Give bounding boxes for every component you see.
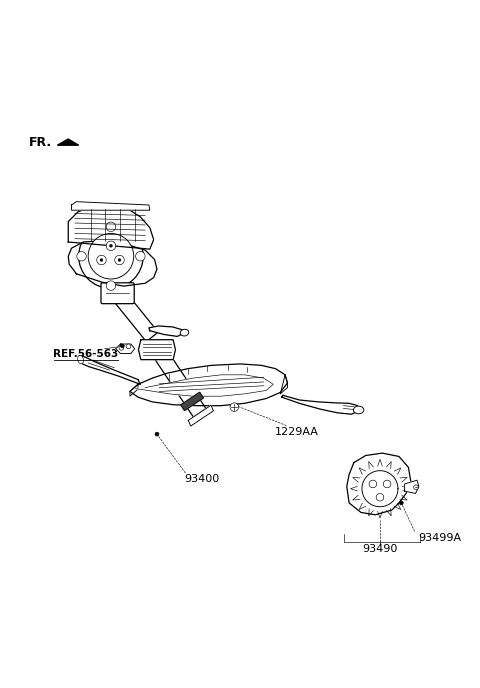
Polygon shape	[280, 375, 288, 394]
Polygon shape	[149, 326, 184, 336]
Polygon shape	[72, 202, 150, 211]
Text: 93490: 93490	[362, 544, 397, 554]
Circle shape	[136, 252, 145, 261]
Ellipse shape	[180, 330, 189, 336]
Circle shape	[399, 501, 403, 505]
Polygon shape	[347, 453, 411, 515]
Polygon shape	[138, 340, 176, 360]
Circle shape	[109, 244, 112, 247]
Circle shape	[79, 224, 143, 288]
Polygon shape	[136, 375, 273, 396]
Polygon shape	[57, 139, 79, 145]
Polygon shape	[130, 385, 138, 396]
Circle shape	[118, 259, 121, 261]
Text: 93499A: 93499A	[418, 533, 461, 543]
Circle shape	[230, 403, 239, 411]
Circle shape	[106, 222, 116, 232]
Circle shape	[369, 480, 377, 488]
Polygon shape	[130, 364, 288, 406]
Polygon shape	[180, 392, 204, 411]
Circle shape	[126, 344, 131, 349]
Ellipse shape	[353, 406, 364, 413]
Polygon shape	[68, 204, 154, 249]
FancyBboxPatch shape	[101, 283, 134, 303]
Circle shape	[234, 404, 238, 407]
Circle shape	[106, 281, 116, 290]
Circle shape	[414, 485, 419, 490]
Polygon shape	[80, 356, 140, 385]
Circle shape	[100, 259, 103, 261]
Circle shape	[155, 432, 159, 436]
Polygon shape	[116, 344, 135, 354]
Polygon shape	[282, 395, 360, 414]
Polygon shape	[405, 480, 419, 493]
Circle shape	[77, 252, 86, 261]
Ellipse shape	[78, 356, 84, 364]
Circle shape	[376, 493, 384, 501]
Polygon shape	[156, 352, 206, 417]
Circle shape	[106, 241, 116, 250]
Polygon shape	[362, 471, 398, 507]
Polygon shape	[188, 405, 214, 426]
Circle shape	[96, 255, 106, 265]
Text: REF.56-563: REF.56-563	[53, 350, 119, 359]
Text: 93400: 93400	[184, 474, 220, 484]
Text: 1229AA: 1229AA	[275, 427, 319, 437]
Circle shape	[119, 345, 124, 350]
Circle shape	[120, 344, 124, 348]
Circle shape	[88, 233, 134, 279]
Polygon shape	[68, 241, 157, 286]
Text: FR.: FR.	[29, 136, 52, 149]
Circle shape	[384, 480, 391, 488]
Circle shape	[115, 255, 124, 265]
Polygon shape	[115, 292, 158, 342]
